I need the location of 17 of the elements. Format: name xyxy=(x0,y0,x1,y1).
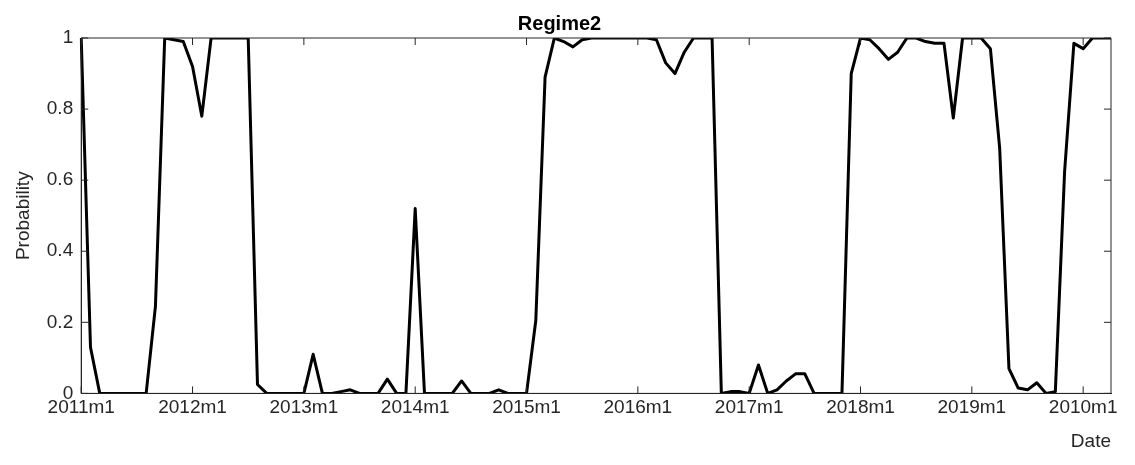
y-tick-label: 0.8 xyxy=(46,97,74,119)
y-tick-label: 0.4 xyxy=(46,239,74,261)
y-axis-title: Probability xyxy=(11,170,33,261)
y-tick-label: 1 xyxy=(62,26,74,48)
x-tick-label: 2017m1 xyxy=(714,396,784,418)
x-tick-label: 2012m1 xyxy=(158,396,227,418)
chart-title: Regime2 xyxy=(517,11,602,34)
x-tick-label: 2015m1 xyxy=(492,396,561,418)
x-tick-label: 2010m1 xyxy=(1048,396,1118,418)
x-tick-label: 2016m1 xyxy=(603,396,673,418)
x-tick-label: 2013m1 xyxy=(269,396,339,418)
x-tick-label: 2014m1 xyxy=(380,396,450,418)
x-tick-label: 2018m1 xyxy=(826,396,895,418)
x-tick-label: 2019m1 xyxy=(937,396,1007,418)
y-tick-label: 0.6 xyxy=(46,168,74,190)
x-axis-title: Date xyxy=(1070,429,1111,451)
y-tick-label: 0.2 xyxy=(46,310,74,332)
